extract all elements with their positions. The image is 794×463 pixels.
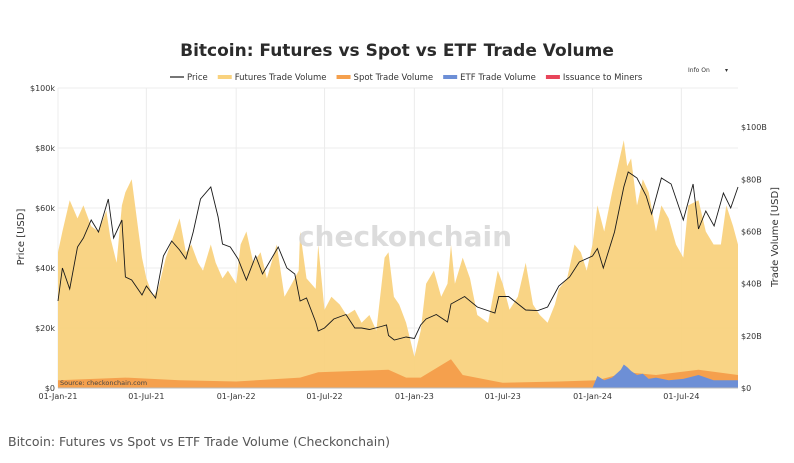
x-tick-label: 01-Jul-22 (306, 392, 342, 401)
legend-swatch-futures (217, 75, 232, 79)
figure-caption: Bitcoin: Futures vs Spot vs ETF Trade Vo… (8, 434, 391, 449)
legend-swatch-issuance (545, 75, 560, 79)
volume-chart: Bitcoin: Futures vs Spot vs ETF Trade Vo… (16, 41, 781, 401)
x-tick-label: 01-Jan-22 (217, 392, 256, 401)
y-tick-label-right: $80B (741, 175, 762, 184)
y-tick-label-right: $40B (741, 280, 762, 289)
y-tick-label-right: $0 (741, 384, 751, 393)
futures-area (58, 140, 738, 388)
y-tick-label-left: $100k (30, 84, 55, 93)
chart-title: Bitcoin: Futures vs Spot vs ETF Trade Vo… (180, 41, 614, 61)
y-tick-label-left: $40k (35, 264, 55, 273)
chart-area: Bitcoin: Futures vs Spot vs ETF Trade Vo… (16, 41, 781, 401)
chevron-down-icon: ▾ (724, 66, 728, 74)
legend-swatch-spot (336, 75, 351, 79)
x-tick-label: 01-Jul-21 (128, 392, 164, 401)
y-tick-label-left: $20k (35, 324, 55, 333)
x-tick-label: 01-Jan-24 (573, 392, 612, 401)
y-tick-label-left: $0 (45, 384, 55, 393)
etf-area (592, 364, 738, 388)
y-axis-label-right: Trade Volume [USD] (770, 187, 781, 288)
info-toggle-dropdown[interactable]: Info On ▾ (688, 64, 728, 76)
legend-label-etf: ETF Trade Volume (460, 73, 536, 83)
y-tick-label-left: $80k (35, 144, 55, 153)
x-tick-label: 01-Jul-23 (485, 392, 521, 401)
legend: Price Futures Trade Volume Spot Trade Volu… (170, 73, 643, 83)
y-tick-label-right: $20B (741, 332, 762, 341)
legend-label-issuance: Issuance to Miners (563, 73, 643, 83)
y-tick-label-right: $100B (741, 123, 767, 132)
x-tick-label: 01-Jan-21 (39, 392, 78, 401)
source-label: Source: checkonchain.com (60, 379, 147, 387)
y-axis-label-left: Price [USD] (16, 209, 27, 266)
price-line (57, 171, 739, 341)
legend-label-futures: Futures Trade Volume (235, 73, 327, 83)
info-toggle-label: Info On (688, 66, 710, 74)
axes: $0 $20k $40k $60k $80k $100k $0 $20B $40B $60B $80… (30, 84, 767, 401)
y-tick-label-right: $60B (741, 227, 762, 236)
x-tick-label: 01-Jul-24 (663, 392, 699, 401)
plot-area (57, 140, 739, 388)
legend-label-price: Price (187, 73, 208, 83)
legend-swatch-etf (443, 75, 458, 79)
watermark: checkonchain (298, 220, 512, 253)
x-tick-label: 01-Jan-23 (395, 392, 434, 401)
y-tick-label-left: $60k (35, 204, 55, 213)
legend-label-spot: Spot Trade Volume (354, 73, 434, 83)
